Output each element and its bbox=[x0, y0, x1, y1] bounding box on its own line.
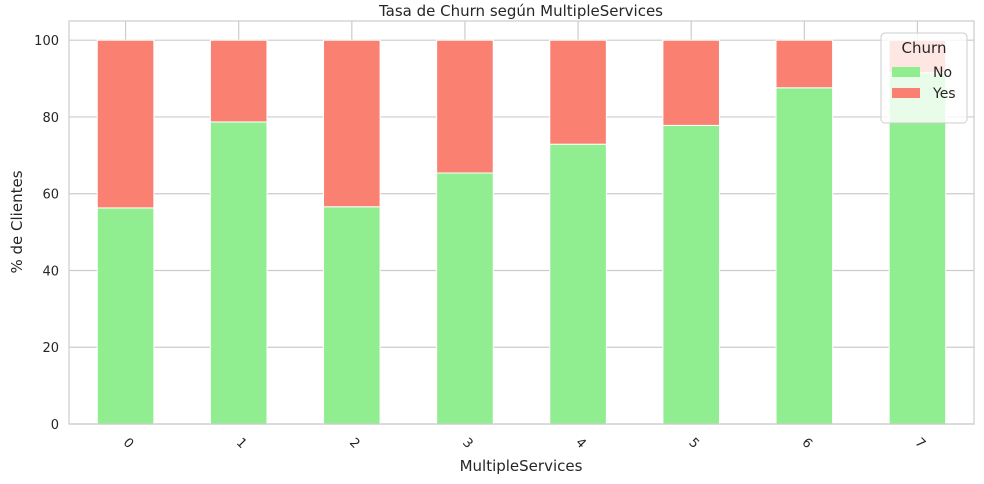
chart-title: Tasa de Churn según MultipleServices bbox=[378, 2, 663, 20]
plot-area bbox=[69, 21, 974, 424]
bar-no-2 bbox=[323, 206, 381, 425]
bar-no-0 bbox=[96, 207, 155, 425]
bar-yes-4 bbox=[549, 39, 607, 145]
x-tick-label: 4 bbox=[572, 435, 588, 451]
legend-label-no: No bbox=[933, 65, 952, 81]
x-axis-label: MultipleServices bbox=[460, 457, 583, 475]
bar-no-5 bbox=[662, 124, 720, 425]
x-tick-label: 7 bbox=[912, 435, 928, 451]
y-axis-label: % de Clientes bbox=[8, 170, 26, 273]
y-axis-ticks: 0 20 40 60 80 100 bbox=[34, 34, 59, 433]
legend: Churn No Yes bbox=[880, 32, 968, 124]
legend-title: Churn bbox=[902, 39, 947, 57]
plot-frame bbox=[68, 20, 975, 425]
bar-yes-3 bbox=[436, 39, 494, 174]
x-tick-label: 6 bbox=[799, 435, 815, 451]
bar-no-6 bbox=[775, 87, 834, 425]
x-tick-label: 3 bbox=[459, 435, 475, 451]
x-axis-ticks: 0 1 2 3 4 5 6 7 bbox=[120, 435, 928, 451]
x-tick-label: 0 bbox=[120, 435, 136, 451]
x-tick-label: 1 bbox=[233, 435, 249, 451]
x-tick-label: 2 bbox=[346, 435, 362, 451]
bar-yes-0 bbox=[96, 39, 155, 209]
bar-yes-2 bbox=[323, 39, 381, 208]
x-tick-label: 5 bbox=[685, 435, 701, 451]
bar-yes-6 bbox=[775, 39, 834, 89]
y-tick-label: 100 bbox=[34, 34, 59, 49]
y-tick-label: 60 bbox=[42, 188, 59, 203]
y-tick-label: 0 bbox=[51, 418, 59, 433]
legend-box bbox=[880, 32, 968, 124]
y-tick-label: 20 bbox=[42, 341, 59, 356]
bar-no-3 bbox=[436, 172, 494, 425]
legend-swatch-yes bbox=[892, 88, 920, 98]
bar-no-7 bbox=[888, 72, 947, 425]
bar-yes-1 bbox=[209, 39, 268, 123]
bar-no-4 bbox=[549, 143, 607, 425]
bar-yes-5 bbox=[662, 39, 720, 126]
bar-no-1 bbox=[209, 121, 268, 425]
y-tick-label: 80 bbox=[42, 111, 59, 126]
legend-label-yes: Yes bbox=[932, 86, 956, 102]
legend-swatch-no bbox=[892, 67, 920, 77]
bars-group bbox=[96, 39, 947, 425]
y-tick-label: 40 bbox=[42, 264, 59, 279]
